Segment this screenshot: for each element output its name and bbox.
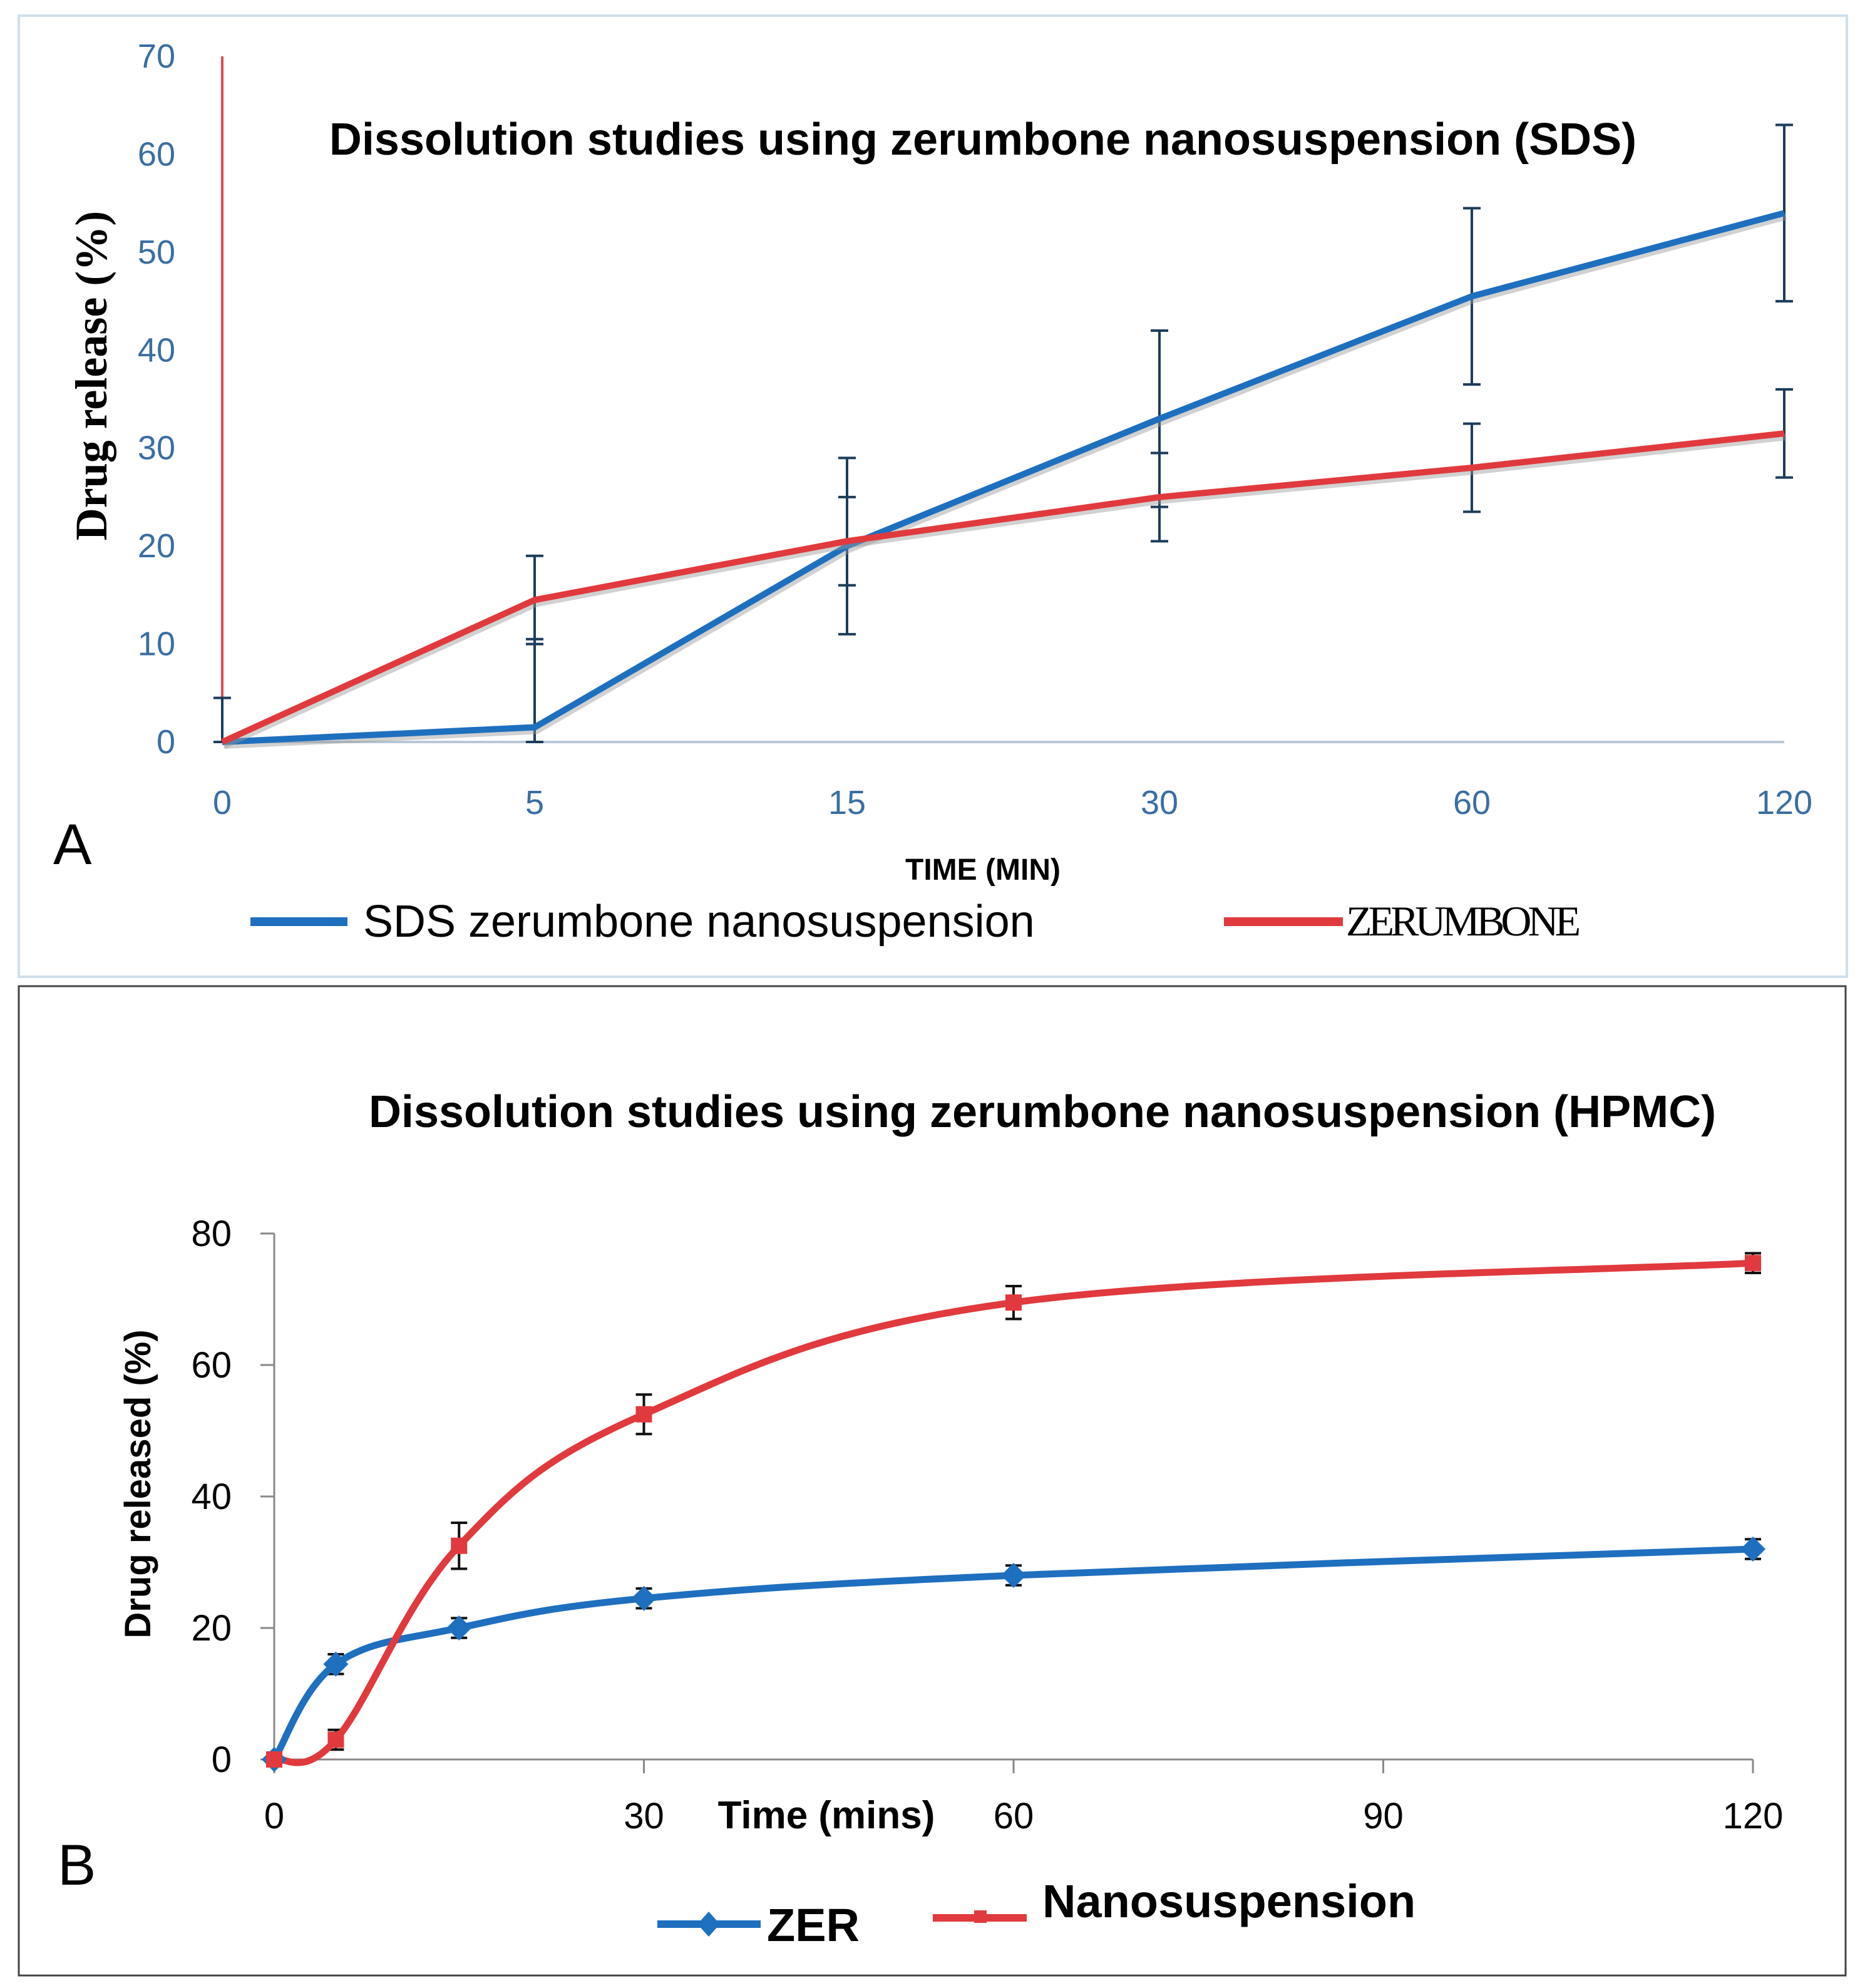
panel-b-frame	[18, 985, 1847, 1977]
legend-marker-nanosuspension	[974, 1910, 987, 1923]
panel-a-series-shadow	[223, 214, 1787, 749]
panel-b-marker-nanosuspension	[266, 1751, 282, 1768]
panel-a-y-tick-label: 30	[138, 430, 175, 467]
panel-b-series-line-1	[273, 1259, 1754, 1766]
panel-a-chart: Dissolution studies using zerumbone nano…	[53, 38, 1812, 947]
legend-marker-zer	[697, 1912, 720, 1937]
panel-b-x-tick-label: 120	[1723, 1796, 1784, 1836]
panel-a-title: Dissolution studies using zerumbone nano…	[329, 115, 1636, 165]
panel-a-x-tick-label: 30	[1141, 784, 1178, 821]
panel-a-series-lines	[220, 210, 1787, 749]
panel-b-series-line-0	[271, 1545, 1754, 1761]
panel-b-marker-zer	[631, 1585, 657, 1611]
panel-a-letter: A	[53, 813, 92, 877]
panel-a-x-tick-label: 0	[213, 784, 232, 821]
panel-a-y-ticks: 0 10 20 30 40 50 60 70	[138, 38, 175, 761]
legend-label-zerumbone: ZERUMBONE	[1346, 897, 1580, 945]
panel-b-y-tick-label: 40	[191, 1476, 232, 1517]
panel-a-y-axis-label: Drug release (%)	[66, 211, 116, 541]
panel-b-x-tick-label: 90	[1363, 1796, 1404, 1836]
panel-a-x-tick-label: 15	[828, 784, 866, 821]
panel-b-markers	[262, 1255, 1765, 1772]
panel-a-y-tick-label: 40	[138, 331, 175, 369]
panel-a-y-tick-label: 60	[138, 135, 175, 173]
legend-label-sds: SDS zerumbone nanosuspension	[363, 897, 1035, 947]
panel-b-chart: Dissolution studies using zerumbone nano…	[58, 1087, 1783, 1951]
panel-b-y-tick-label: 80	[191, 1213, 232, 1254]
panel-a-x-axis-label: TIME (MIN)	[905, 853, 1061, 887]
panel-a-series-shadow	[222, 434, 1787, 749]
panel-b-x-axis-label: Time (mins)	[718, 1794, 935, 1837]
panel-b-marker-nanosuspension	[635, 1406, 652, 1423]
panel-b-marker-zer	[1740, 1537, 1765, 1562]
panel-b-letter: B	[58, 1833, 96, 1897]
panel-a-x-ticks: 0 5 15 30 60 120	[213, 784, 1812, 821]
panel-b-y-tick-label: 20	[191, 1608, 232, 1649]
panel-b-marker-nanosuspension	[451, 1537, 468, 1554]
panel-b-y-tick-label: 60	[191, 1345, 232, 1386]
panel-b-legend: ZER Nanosuspension	[657, 1875, 1415, 1951]
panel-b-marker-zer	[1001, 1563, 1026, 1588]
panel-b-marker-zer	[323, 1651, 349, 1677]
panel-b-y-ticks: 0 20 40 60 80	[191, 1213, 274, 1780]
panel-a-frame	[18, 14, 1848, 978]
panel-a-x-tick-label: 120	[1756, 784, 1812, 821]
panel-a-x-tick-label: 5	[525, 784, 544, 821]
panel-b-x-tick-label: 60	[994, 1796, 1034, 1836]
panel-a-series-line-1	[220, 430, 1785, 745]
panel-b-x-ticks: 0 30 60 90 120	[264, 1759, 1784, 1836]
panel-a-y-tick-label: 50	[138, 234, 175, 271]
panel-b-y-axis-label: Drug released (%)	[118, 1329, 158, 1638]
panel-a-y-tick-label: 10	[138, 626, 175, 663]
panel-b-marker-nanosuspension	[1745, 1255, 1761, 1272]
panel-a-legend: SDS zerumbone nanosuspension ZERUMBONE	[250, 897, 1583, 947]
legend-label-zer: ZER	[767, 1899, 860, 1951]
panel-b-y-tick-label: 0	[212, 1739, 232, 1780]
panel-b-x-tick-label: 30	[624, 1796, 664, 1836]
panel-a-x-tick-label: 60	[1453, 784, 1491, 821]
panel-b-marker-nanosuspension	[1005, 1294, 1022, 1311]
panel-b-marker-zer	[446, 1615, 472, 1640]
panel-b-series-lines	[271, 1259, 1754, 1766]
panel-b-x-tick-label: 0	[264, 1796, 284, 1836]
legend-label-nanosuspension: Nanosuspension	[1042, 1875, 1415, 1927]
panel-a-y-tick-label: 20	[138, 527, 175, 565]
panel-a-y-tick-label: 70	[138, 38, 175, 75]
panel-a-series-line-0	[222, 210, 1785, 745]
panel-b-title: Dissolution studies using zerumbone nano…	[369, 1087, 1716, 1137]
panel-b-marker-nanosuspension	[327, 1731, 344, 1748]
panel-a-y-tick-label: 0	[157, 723, 175, 761]
